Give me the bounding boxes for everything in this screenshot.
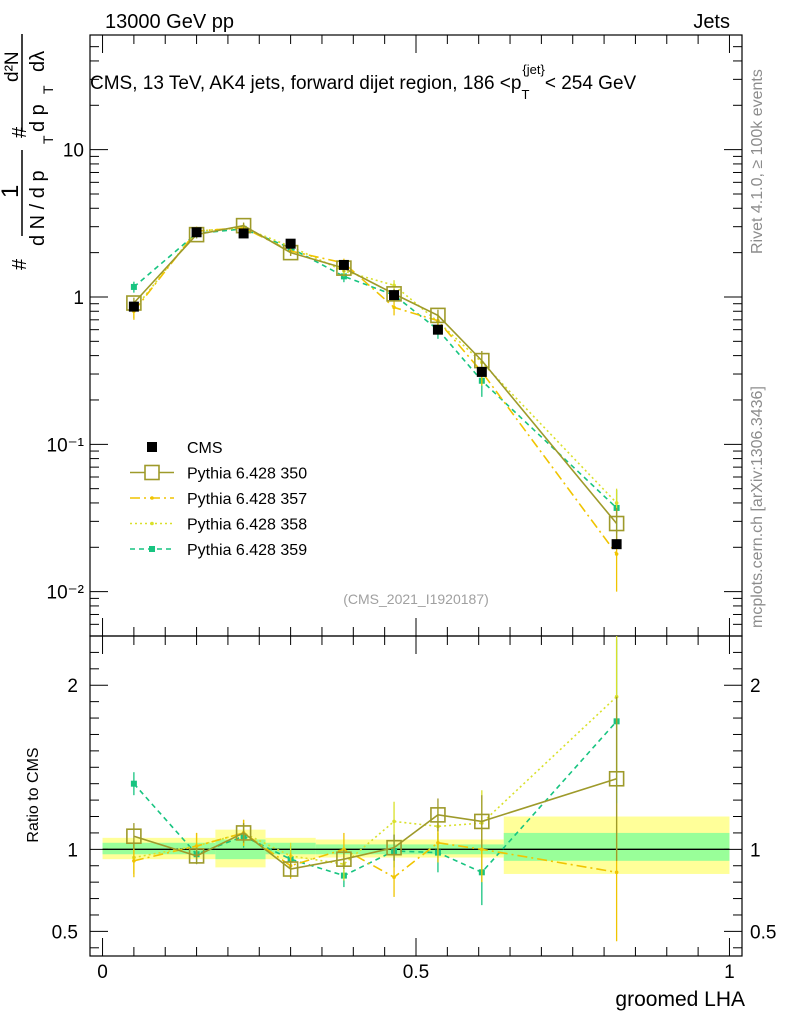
data-point	[392, 305, 396, 310]
legend-marker-p358	[150, 521, 154, 526]
ratio-point	[474, 813, 490, 830]
ratio-point	[126, 828, 142, 845]
energy-label: 13000 GeV pp	[105, 11, 234, 33]
legend-label: Pythia 6.428 350	[187, 466, 307, 483]
legend-label: CMS	[187, 440, 223, 457]
ylabel-sub-t-2: T	[40, 85, 56, 94]
ratio-point	[130, 780, 137, 787]
y-tick-label: 10⁻¹	[47, 435, 85, 456]
data-point	[191, 227, 202, 238]
ratio-y-tick-label-right: 1	[750, 840, 761, 861]
category-label: Jets	[693, 11, 730, 33]
y-tick-label: 1	[73, 288, 84, 309]
ratio-point	[392, 819, 396, 824]
ratio-point	[188, 848, 205, 864]
legend-entry-p357: Pythia 6.428 357	[130, 491, 307, 508]
rivet-label: Rivet 4.1.0, ≥ 100k events	[749, 69, 766, 254]
legend-entry-p350: Pythia 6.428 350	[130, 464, 307, 483]
ratio-y-label: Ratio to CMS	[25, 747, 42, 842]
ratio-frame	[89, 635, 743, 957]
ratio-point	[436, 840, 440, 845]
data-point	[128, 301, 139, 312]
ratio-y-tick-label: 0.5	[52, 922, 78, 943]
x-axis-label: groomed LHA	[615, 988, 745, 1011]
ratio-y-tick-label: 1	[67, 840, 78, 861]
uncertainty-band-inner	[102, 842, 216, 855]
y-tick-label: 10	[63, 141, 84, 162]
legend-entry-p358: Pythia 6.428 358	[130, 517, 307, 534]
ratio-point	[386, 839, 402, 856]
data-point	[338, 259, 349, 270]
ylabel-dlambda: dλ	[27, 51, 49, 72]
title-main-text: CMS, 13 TeV, AK4 jets, forward dijet reg…	[90, 73, 521, 94]
ratio-panel: 0.5 0.5 1 1 2 2 0 0.5 1	[52, 635, 776, 983]
ylabel-d2n: d²N	[2, 51, 23, 82]
ylabel-one: 1	[0, 185, 24, 198]
ylabel-dpt: d p	[27, 104, 49, 132]
ratio-point	[235, 825, 252, 841]
ratio-point	[336, 851, 352, 867]
x-tick-label: 1	[724, 962, 735, 983]
ratio-series-p350	[126, 696, 625, 878]
data-point	[614, 501, 619, 505]
data-point	[614, 552, 619, 556]
ratio-point	[194, 844, 199, 848]
legend-entry-cms: CMS	[147, 440, 223, 457]
data-point	[608, 515, 625, 532]
legend: CMS Pythia 6.428 350 Pythia 6.428 357 Pythi…	[130, 440, 307, 559]
data-point	[430, 307, 446, 324]
legend-marker-p350	[144, 464, 160, 481]
data-point	[476, 366, 487, 377]
title-subscript: T	[521, 87, 529, 102]
legend-label: Pythia 6.428 357	[187, 491, 307, 508]
legend-label: Pythia 6.428 358	[187, 517, 307, 534]
plot-title: CMS, 13 TeV, AK4 jets, forward dijet reg…	[90, 62, 637, 102]
ratio-point	[282, 861, 299, 877]
ylabel-hash: #	[9, 258, 31, 270]
data-point	[386, 286, 402, 302]
ylabel-sub-t: T	[40, 135, 56, 144]
title-end-text: < 254 GeV	[545, 73, 637, 94]
data-point	[130, 283, 137, 290]
ratio-point	[430, 807, 446, 823]
mcplots-label: mcplots.cern.ch [arXiv:1306.3436]	[749, 386, 766, 628]
title-superscript: {jet}	[522, 62, 545, 77]
legend-entry-p359: Pythia 6.428 359	[130, 542, 307, 559]
ratio-point	[132, 859, 136, 863]
legend-label: Pythia 6.428 359	[187, 542, 307, 559]
legend-marker-p359	[149, 546, 155, 552]
legend-marker-cms	[147, 442, 157, 452]
ylabel-dn: d N / d p	[27, 170, 49, 246]
series-line-p358	[133, 226, 618, 504]
y-tick-label: 10⁻²	[47, 583, 85, 604]
data-point	[238, 228, 249, 239]
ratio-y-tick-label: 2	[67, 676, 78, 697]
series-p357	[132, 223, 619, 592]
y-axis-label: # 1 d N / d p T # d²N d p T dλ	[0, 34, 56, 270]
ratio-point	[480, 847, 484, 852]
series-p359	[130, 224, 620, 534]
data-point	[611, 539, 622, 550]
data-point	[285, 238, 296, 249]
data-point	[389, 290, 400, 301]
data-point	[432, 324, 443, 335]
ratio-y-tick-label-right: 0.5	[750, 922, 776, 943]
ratio-point	[392, 875, 396, 880]
main-panel: 10⁻² 10⁻¹ 1 10 CMS Pythia 6.428 350 Pythia 6.4…	[47, 34, 743, 637]
ylabel-hash-2: #	[9, 126, 31, 138]
ratio-y-tick-label-right: 2	[750, 676, 761, 697]
x-tick-label: 0.5	[403, 962, 429, 983]
x-tick-label: 0	[97, 962, 108, 983]
analysis-watermark: (CMS_2021_I1920187)	[343, 591, 489, 607]
series-cms	[128, 227, 622, 550]
ratio-point	[608, 770, 625, 787]
ratio-point	[614, 870, 619, 875]
legend-marker-p357	[150, 496, 154, 500]
